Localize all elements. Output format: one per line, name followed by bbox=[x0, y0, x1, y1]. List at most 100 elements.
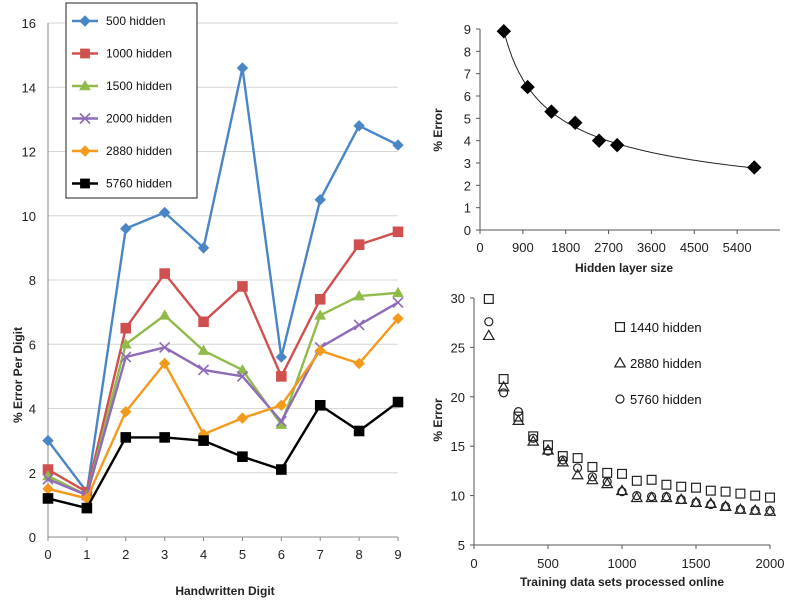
br-y-axis-label: % Error bbox=[431, 398, 445, 442]
br-data-point bbox=[484, 317, 494, 327]
br-y-tick-label: 30 bbox=[451, 291, 465, 306]
left-y-tick-label: 8 bbox=[29, 273, 36, 288]
left-series-2880-hidden bbox=[42, 312, 404, 505]
chart-error-vs-hidden-size: 0 1 2 3 4 5 6 7 8 9 0 900 1800 2700 3600 4500 5400 Hidde… bbox=[431, 22, 780, 275]
left-series-line bbox=[47, 291, 399, 497]
tr-x-tick-label: 2700 bbox=[594, 240, 623, 255]
left-y-tick-label: 10 bbox=[22, 209, 36, 224]
br-legend-marker bbox=[613, 356, 627, 368]
legend-entry: 5760 hidden bbox=[106, 177, 172, 191]
br-data-point bbox=[706, 499, 716, 510]
br-data-point bbox=[691, 497, 701, 508]
left-data-point bbox=[314, 309, 327, 320]
br-data-point bbox=[587, 461, 598, 472]
left-data-point bbox=[392, 396, 404, 408]
br-data-point bbox=[602, 467, 613, 478]
chart-error-vs-training-sets: 5 10 15 20 25 30 0 500 1000 1500 2000 Training dat… bbox=[431, 291, 784, 589]
br-data-point bbox=[528, 433, 538, 443]
legend-swatch-marker bbox=[79, 79, 91, 91]
tr-y-tick-label: 0 bbox=[464, 223, 471, 238]
tr-y-tick-label: 5 bbox=[464, 111, 471, 126]
left-data-point bbox=[314, 344, 326, 357]
tr-y-tick-label: 1 bbox=[464, 201, 471, 216]
br-data-point bbox=[572, 463, 583, 473]
br-data-point bbox=[646, 474, 657, 485]
br-data-point bbox=[542, 440, 553, 451]
left-data-point bbox=[314, 293, 326, 305]
left-y-tick-label: 16 bbox=[22, 16, 36, 31]
legend-swatch-marker bbox=[80, 178, 90, 189]
br-series-group bbox=[482, 293, 777, 516]
legend-swatch-marker bbox=[80, 48, 90, 59]
left-data-point bbox=[120, 432, 132, 443]
left-x-tick-label: 1 bbox=[83, 547, 90, 562]
br-axes bbox=[470, 297, 771, 549]
left-series-1500-hidden bbox=[42, 286, 404, 500]
tr-y-axis-label: % Error bbox=[431, 108, 445, 152]
left-data-point bbox=[159, 432, 170, 443]
br-y-tick-label: 25 bbox=[451, 340, 465, 355]
left-data-point bbox=[198, 316, 209, 328]
left-data-point bbox=[276, 464, 287, 475]
br-data-point bbox=[513, 411, 524, 422]
br-data-point bbox=[676, 481, 687, 492]
left-series-5760-hidden bbox=[42, 396, 404, 514]
left-series-line bbox=[47, 67, 399, 496]
br-data-point bbox=[720, 486, 731, 497]
tr-y-tick-label: 7 bbox=[464, 67, 471, 82]
legend-swatch-marker bbox=[79, 112, 91, 125]
left-data-point bbox=[276, 371, 287, 382]
br-x-tick-label: 2000 bbox=[756, 556, 785, 571]
left-data-point bbox=[120, 406, 132, 418]
br-data-point bbox=[526, 434, 540, 446]
left-y-tick-label: 6 bbox=[29, 337, 36, 352]
left-data-point bbox=[158, 357, 171, 370]
tr-axes bbox=[476, 28, 780, 234]
tr-data-point bbox=[591, 133, 607, 148]
br-series-1440-hidden bbox=[483, 293, 775, 503]
br-data-point bbox=[660, 491, 673, 503]
left-y-tick-label: 0 bbox=[29, 530, 36, 545]
br-data-point bbox=[764, 492, 775, 503]
br-tick-labels: 5 10 15 20 25 30 0 500 1000 1500 2000 bbox=[451, 291, 785, 571]
left-data-point bbox=[353, 239, 365, 250]
br-data-point bbox=[765, 505, 775, 516]
br-data-point bbox=[690, 482, 701, 493]
left-data-point bbox=[158, 206, 171, 219]
br-data-point bbox=[587, 472, 598, 482]
left-data-point bbox=[159, 268, 170, 279]
br-data-point bbox=[498, 374, 509, 385]
br-data-point bbox=[646, 491, 657, 502]
tr-x-tick-label: 4500 bbox=[680, 240, 709, 255]
left-data-point bbox=[120, 322, 132, 334]
br-data-point bbox=[676, 494, 686, 505]
legend-swatch-marker bbox=[79, 145, 91, 157]
br-data-point bbox=[541, 443, 555, 455]
left-data-point bbox=[275, 351, 288, 363]
br-data-point bbox=[586, 473, 599, 485]
br-data-point bbox=[617, 487, 627, 497]
left-series-line bbox=[47, 230, 399, 494]
br-data-point bbox=[558, 455, 568, 465]
left-series-line bbox=[47, 317, 399, 500]
left-series-line bbox=[47, 301, 399, 497]
left-data-point bbox=[353, 319, 365, 331]
br-data-point bbox=[497, 380, 510, 392]
left-data-point bbox=[392, 286, 404, 298]
br-legend-entry: 1440 hidden bbox=[630, 320, 702, 335]
br-data-point bbox=[616, 468, 627, 479]
left-data-point bbox=[42, 483, 54, 495]
left-data-point bbox=[42, 493, 54, 504]
tr-x-tick-label: 1800 bbox=[551, 240, 580, 255]
br-series-5760-hidden bbox=[484, 317, 775, 516]
tr-x-tick-label: 900 bbox=[512, 240, 534, 255]
br-data-point bbox=[750, 490, 761, 501]
br-data-point bbox=[735, 488, 746, 499]
legend-entry: 2000 hidden bbox=[106, 112, 172, 126]
legend-entry: 1500 hidden bbox=[106, 79, 172, 93]
tr-x-tick-label: 0 bbox=[476, 240, 483, 255]
left-data-point bbox=[42, 473, 54, 485]
tr-y-tick-label: 8 bbox=[464, 44, 471, 59]
left-data-point bbox=[236, 412, 249, 424]
